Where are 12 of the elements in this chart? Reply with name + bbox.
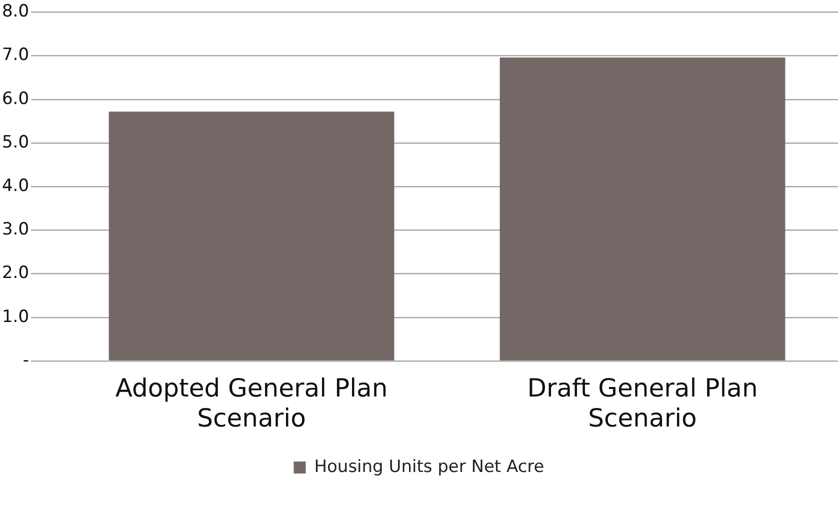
y-tick-label: 7.0 [2,45,30,66]
y-tick-label: 3.0 [2,220,30,240]
y-tick-label: 2.0 [2,263,30,284]
y-tick-label: 8.0 [2,2,30,22]
legend-label: Housing Units per Net Acre [314,456,544,477]
y-tick-label: - [22,350,30,370]
y-tick-label: 4.0 [2,176,30,196]
y-tick-label: 6.0 [2,88,30,109]
x-tick-label: Adopted General Plan Scenario [115,374,388,432]
x-tick-label: Draft General Plan Scenario [527,374,758,432]
y-tick-label: 5.0 [2,132,30,152]
y-tick-label: 1.0 [2,306,30,327]
